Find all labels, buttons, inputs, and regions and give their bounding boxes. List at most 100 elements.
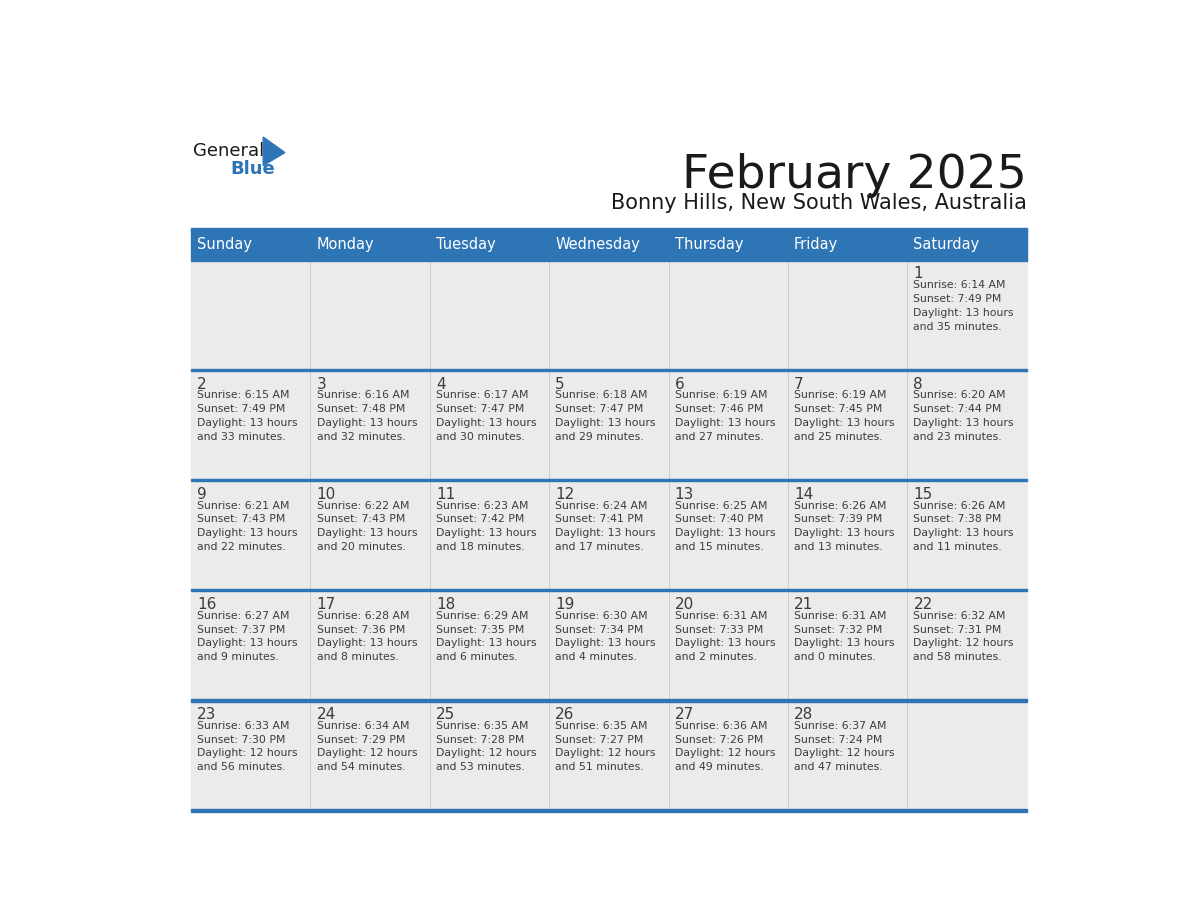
Text: Sunrise: 6:24 AM: Sunrise: 6:24 AM [555, 500, 647, 510]
Text: and 6 minutes.: and 6 minutes. [436, 653, 518, 662]
Text: Friday: Friday [794, 237, 839, 252]
Text: and 15 minutes.: and 15 minutes. [675, 543, 764, 552]
Text: 14: 14 [794, 487, 814, 502]
Text: Daylight: 13 hours: Daylight: 13 hours [675, 528, 776, 538]
Text: Daylight: 13 hours: Daylight: 13 hours [555, 528, 656, 538]
Text: and 0 minutes.: and 0 minutes. [794, 653, 876, 662]
Text: and 33 minutes.: and 33 minutes. [197, 432, 286, 442]
Text: Daylight: 13 hours: Daylight: 13 hours [794, 638, 895, 648]
Text: Sunset: 7:35 PM: Sunset: 7:35 PM [436, 624, 524, 634]
Text: Sunset: 7:33 PM: Sunset: 7:33 PM [675, 624, 763, 634]
Text: Sunrise: 6:20 AM: Sunrise: 6:20 AM [914, 390, 1006, 400]
Text: and 29 minutes.: and 29 minutes. [555, 432, 644, 442]
Bar [191, 230, 1026, 259]
Text: 16: 16 [197, 597, 216, 611]
Text: Sunrise: 6:28 AM: Sunrise: 6:28 AM [317, 610, 409, 621]
Text: Sunset: 7:43 PM: Sunset: 7:43 PM [197, 514, 285, 524]
Text: 20: 20 [675, 597, 694, 611]
Text: Sunset: 7:30 PM: Sunset: 7:30 PM [197, 734, 286, 744]
Text: Thursday: Thursday [675, 237, 744, 252]
Text: Sunrise: 6:31 AM: Sunrise: 6:31 AM [794, 610, 886, 621]
Text: and 49 minutes.: and 49 minutes. [675, 762, 764, 772]
Text: Sunset: 7:46 PM: Sunset: 7:46 PM [675, 404, 763, 414]
Text: and 23 minutes.: and 23 minutes. [914, 432, 1001, 442]
Text: Sunrise: 6:30 AM: Sunrise: 6:30 AM [555, 610, 647, 621]
Text: and 17 minutes.: and 17 minutes. [555, 543, 644, 552]
Text: Sunset: 7:37 PM: Sunset: 7:37 PM [197, 624, 285, 634]
Text: Daylight: 12 hours: Daylight: 12 hours [555, 748, 656, 758]
Text: Daylight: 13 hours: Daylight: 13 hours [914, 528, 1013, 538]
Text: Daylight: 12 hours: Daylight: 12 hours [317, 748, 417, 758]
Text: and 30 minutes.: and 30 minutes. [436, 432, 525, 442]
Text: and 56 minutes.: and 56 minutes. [197, 762, 286, 772]
Text: Sunrise: 6:31 AM: Sunrise: 6:31 AM [675, 610, 767, 621]
Text: 4: 4 [436, 376, 446, 392]
Text: Sunset: 7:24 PM: Sunset: 7:24 PM [794, 734, 883, 744]
Text: Daylight: 13 hours: Daylight: 13 hours [794, 419, 895, 428]
Bar [191, 700, 1026, 701]
Text: and 51 minutes.: and 51 minutes. [555, 762, 644, 772]
Text: Daylight: 13 hours: Daylight: 13 hours [914, 308, 1013, 318]
Text: Sunset: 7:45 PM: Sunset: 7:45 PM [794, 404, 883, 414]
Text: and 47 minutes.: and 47 minutes. [794, 762, 883, 772]
Text: Sunrise: 6:29 AM: Sunrise: 6:29 AM [436, 610, 529, 621]
Text: Sunset: 7:42 PM: Sunset: 7:42 PM [436, 514, 524, 524]
Text: Sunrise: 6:33 AM: Sunrise: 6:33 AM [197, 721, 290, 731]
Text: 25: 25 [436, 707, 455, 722]
Text: 13: 13 [675, 487, 694, 502]
Text: Sunrise: 6:32 AM: Sunrise: 6:32 AM [914, 610, 1006, 621]
Text: Sunset: 7:31 PM: Sunset: 7:31 PM [914, 624, 1001, 634]
Text: Sunrise: 6:34 AM: Sunrise: 6:34 AM [317, 721, 409, 731]
Text: 8: 8 [914, 376, 923, 392]
Text: Wednesday: Wednesday [555, 237, 640, 252]
Text: 12: 12 [555, 487, 575, 502]
Bar [191, 589, 1026, 700]
Bar [191, 369, 1026, 479]
Text: Daylight: 13 hours: Daylight: 13 hours [317, 638, 417, 648]
Text: Monday: Monday [317, 237, 374, 252]
Text: Sunset: 7:47 PM: Sunset: 7:47 PM [555, 404, 644, 414]
Text: Daylight: 13 hours: Daylight: 13 hours [794, 528, 895, 538]
Text: and 27 minutes.: and 27 minutes. [675, 432, 764, 442]
Text: Daylight: 13 hours: Daylight: 13 hours [436, 419, 537, 428]
Text: Daylight: 12 hours: Daylight: 12 hours [794, 748, 895, 758]
Text: and 9 minutes.: and 9 minutes. [197, 653, 279, 662]
Text: Daylight: 13 hours: Daylight: 13 hours [197, 419, 298, 428]
Text: Daylight: 13 hours: Daylight: 13 hours [675, 419, 776, 428]
Text: 6: 6 [675, 376, 684, 392]
Text: Sunrise: 6:37 AM: Sunrise: 6:37 AM [794, 721, 886, 731]
Text: Sunrise: 6:16 AM: Sunrise: 6:16 AM [317, 390, 409, 400]
Text: Daylight: 13 hours: Daylight: 13 hours [675, 638, 776, 648]
Text: Sunset: 7:39 PM: Sunset: 7:39 PM [794, 514, 883, 524]
Text: Sunrise: 6:35 AM: Sunrise: 6:35 AM [555, 721, 647, 731]
Text: Sunset: 7:47 PM: Sunset: 7:47 PM [436, 404, 524, 414]
Text: Saturday: Saturday [914, 237, 980, 252]
Text: Sunrise: 6:19 AM: Sunrise: 6:19 AM [794, 390, 886, 400]
Text: Daylight: 13 hours: Daylight: 13 hours [555, 638, 656, 648]
Text: 18: 18 [436, 597, 455, 611]
Text: Sunrise: 6:15 AM: Sunrise: 6:15 AM [197, 390, 290, 400]
Text: Sunrise: 6:19 AM: Sunrise: 6:19 AM [675, 390, 767, 400]
Bar [191, 589, 1026, 591]
Text: 15: 15 [914, 487, 933, 502]
Text: Sunset: 7:36 PM: Sunset: 7:36 PM [317, 624, 405, 634]
Text: Sunset: 7:40 PM: Sunset: 7:40 PM [675, 514, 763, 524]
Text: and 11 minutes.: and 11 minutes. [914, 543, 1001, 552]
Text: Daylight: 13 hours: Daylight: 13 hours [317, 528, 417, 538]
Text: Tuesday: Tuesday [436, 237, 495, 252]
Text: and 13 minutes.: and 13 minutes. [794, 543, 883, 552]
Bar [191, 228, 1026, 231]
Bar [191, 479, 1026, 589]
Text: February 2025: February 2025 [682, 152, 1026, 197]
Text: Sunrise: 6:14 AM: Sunrise: 6:14 AM [914, 280, 1006, 290]
Text: 23: 23 [197, 707, 216, 722]
Text: and 8 minutes.: and 8 minutes. [317, 653, 398, 662]
Text: 27: 27 [675, 707, 694, 722]
Text: 1: 1 [914, 266, 923, 282]
Text: Sunset: 7:48 PM: Sunset: 7:48 PM [317, 404, 405, 414]
Text: Sunrise: 6:22 AM: Sunrise: 6:22 AM [317, 500, 409, 510]
Text: Sunrise: 6:26 AM: Sunrise: 6:26 AM [914, 500, 1006, 510]
Text: Sunset: 7:38 PM: Sunset: 7:38 PM [914, 514, 1001, 524]
Text: and 20 minutes.: and 20 minutes. [317, 543, 405, 552]
Text: Sunset: 7:27 PM: Sunset: 7:27 PM [555, 734, 644, 744]
